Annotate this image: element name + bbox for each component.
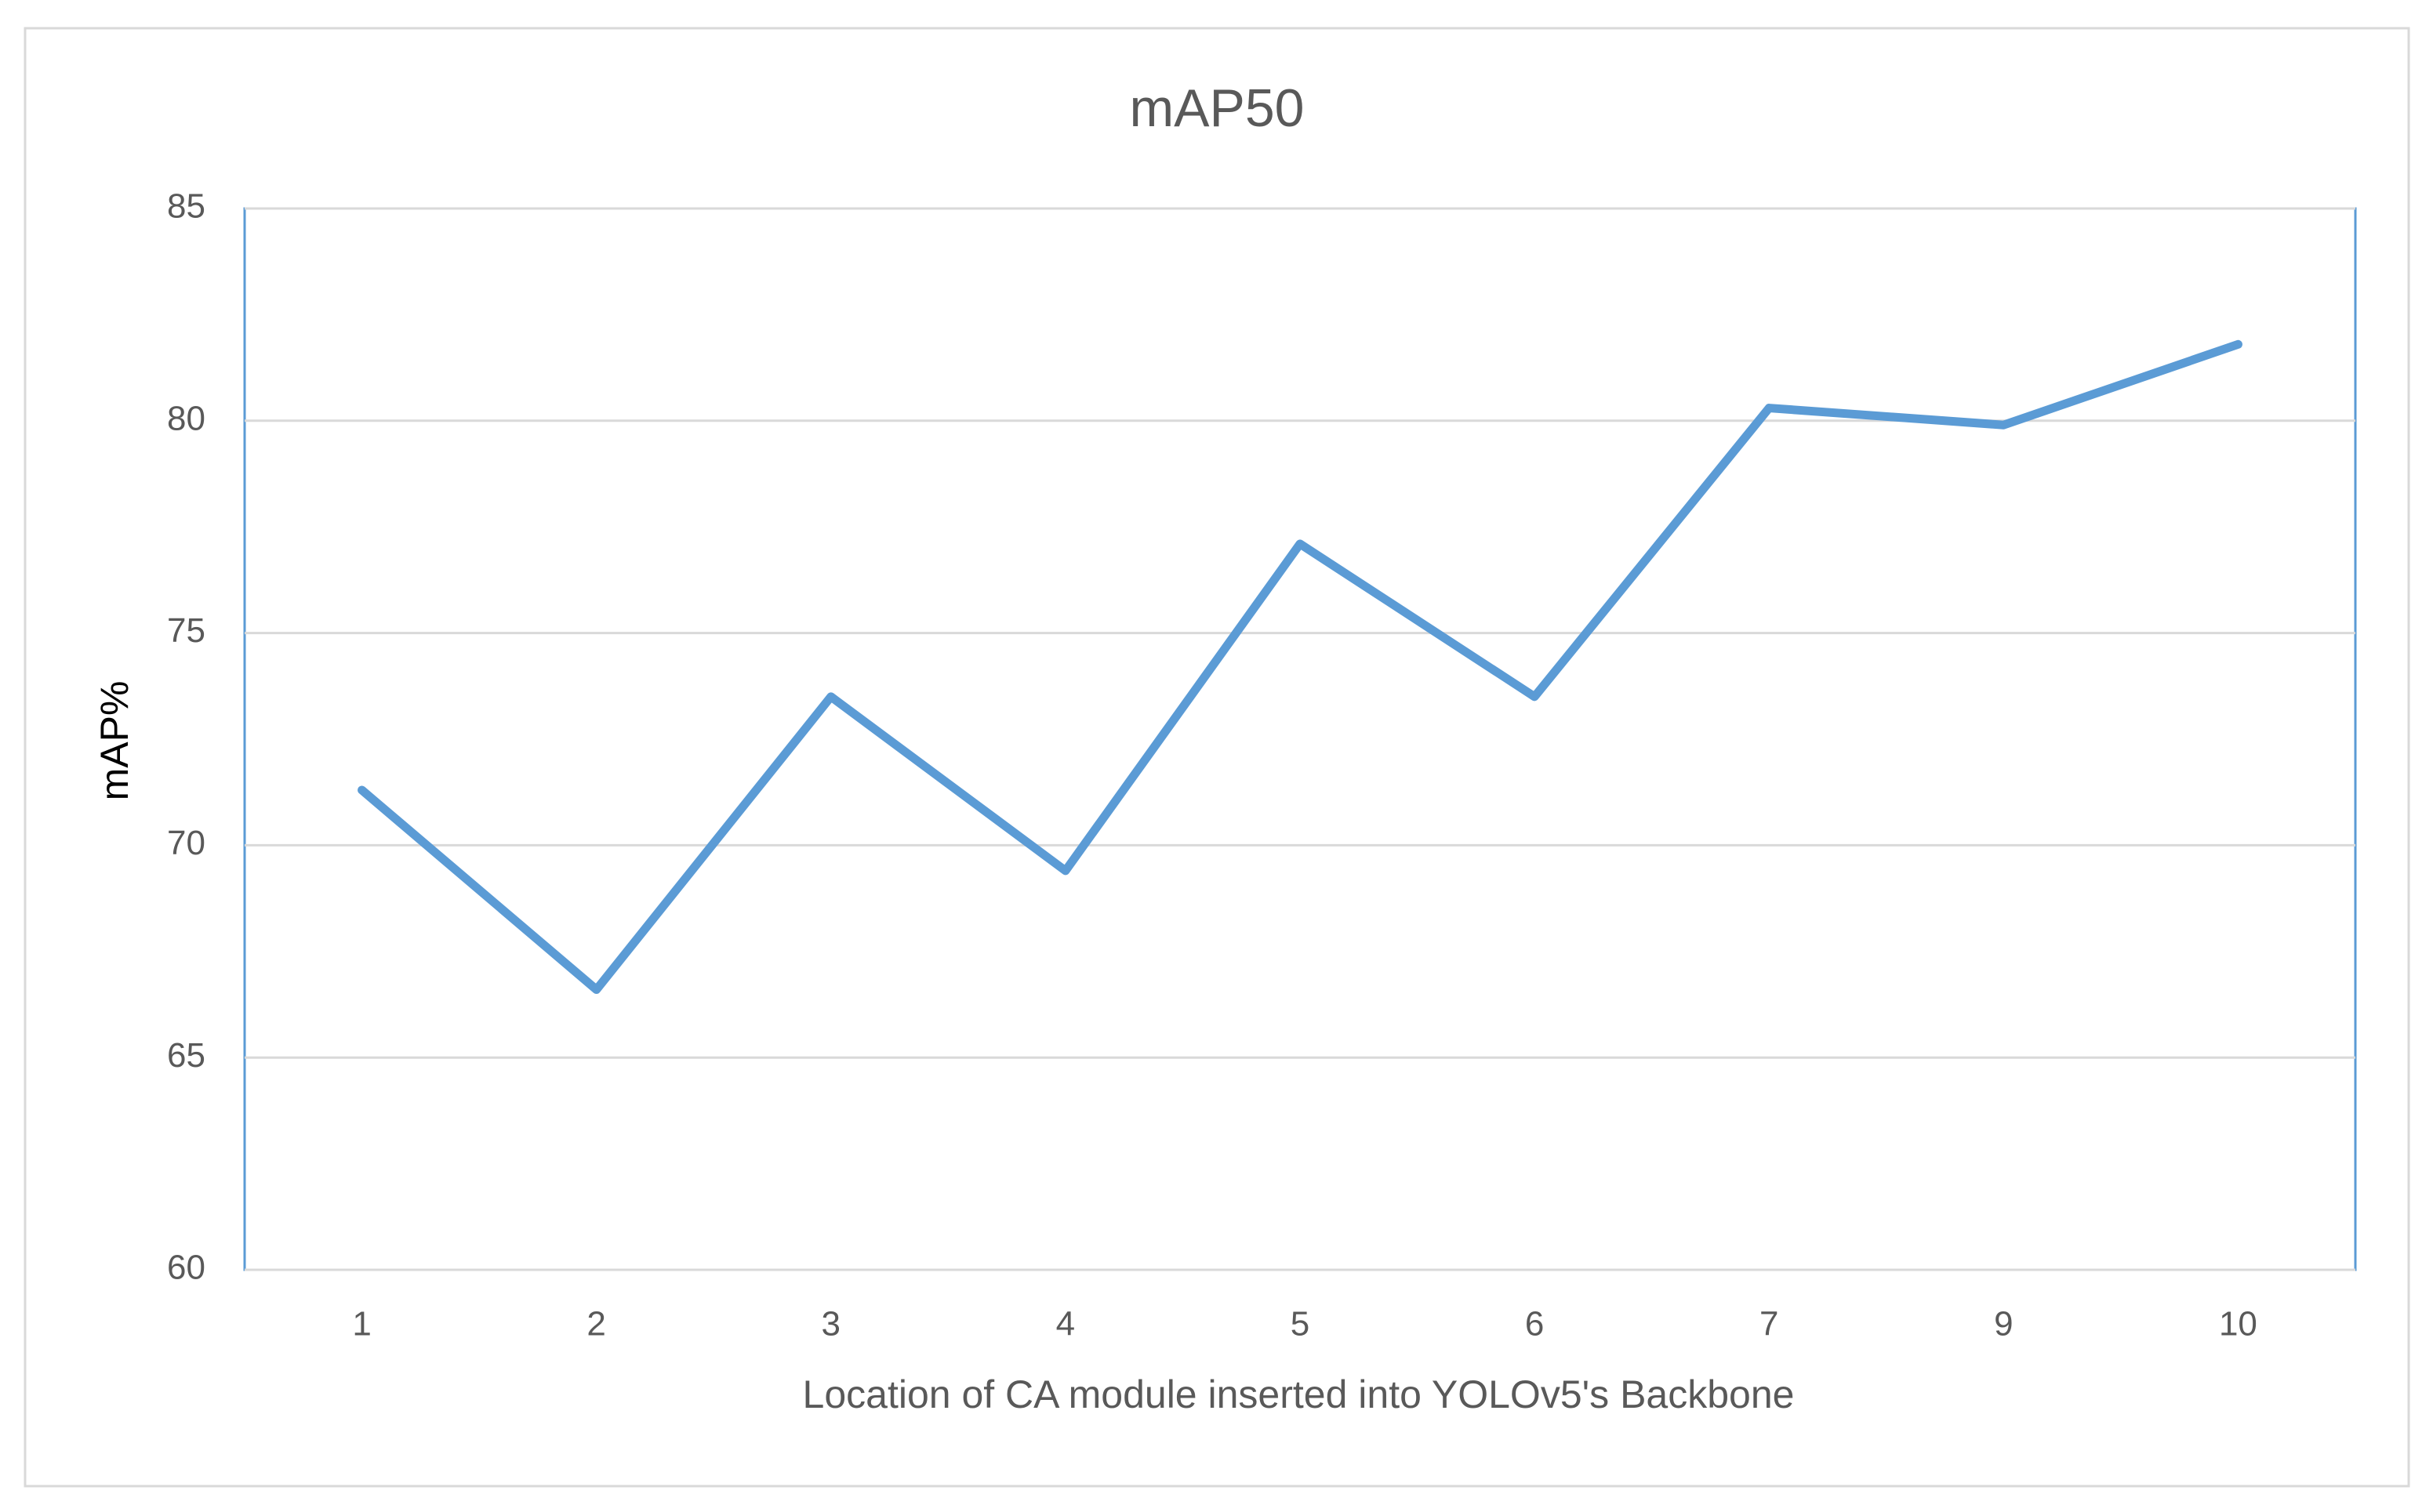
x-tick-label: 7 xyxy=(1759,1305,1778,1343)
x-tick-label: 10 xyxy=(2219,1305,2257,1343)
chart-title: mAP50 xyxy=(1130,78,1305,138)
y-tick-label: 70 xyxy=(167,824,205,862)
y-tick-label: 75 xyxy=(167,611,205,650)
y-tick-label: 65 xyxy=(167,1036,205,1075)
x-tick-label: 6 xyxy=(1525,1305,1544,1343)
x-tick-label: 4 xyxy=(1056,1305,1075,1343)
x-tick-label: 2 xyxy=(586,1305,605,1343)
y-tick-label: 80 xyxy=(167,399,205,437)
x-tick-label: 5 xyxy=(1291,1305,1309,1343)
y-tick-label: 85 xyxy=(167,187,205,226)
x-axis-label: Location of CA module inserted into YOLO… xyxy=(803,1372,1795,1416)
chart-border xyxy=(24,27,2410,1488)
x-tick-label: 3 xyxy=(822,1305,841,1343)
y-tick-label: 60 xyxy=(167,1249,205,1287)
y-axis-label: mAP% xyxy=(93,681,136,801)
line-series xyxy=(358,339,2242,995)
x-tick-label: 1 xyxy=(352,1305,371,1343)
x-tick-label: 9 xyxy=(1994,1305,2013,1343)
